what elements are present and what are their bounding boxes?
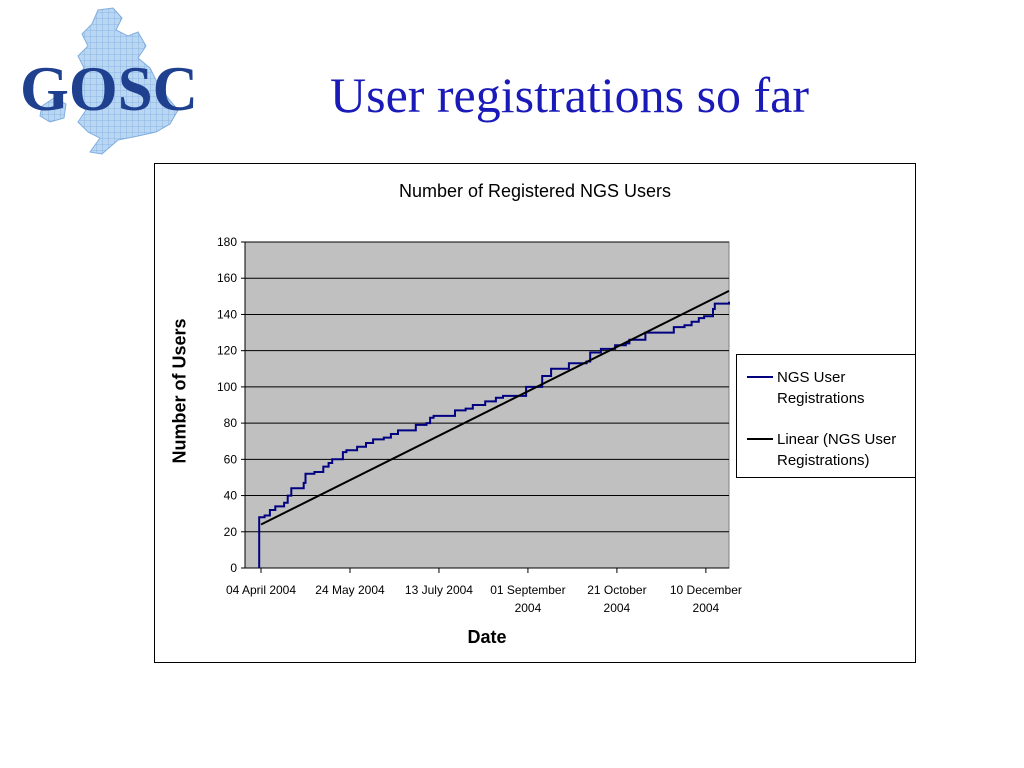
x-tick-label-3: 01 September	[490, 583, 565, 597]
y-tick-label-6: 120	[217, 344, 237, 358]
y-tick-label-4: 80	[224, 416, 238, 430]
x-tick-label-0: 04 April 2004	[226, 583, 296, 597]
legend-swatch-trend	[747, 438, 773, 440]
y-tick-label-0: 0	[230, 561, 237, 575]
chart-svg: 0 20 40 60 80 100 120 140 160 180 04 April 2004 24 …	[217, 235, 742, 615]
chart-legend: NGS User Registrations Linear (NGS User …	[736, 354, 916, 478]
y-tick-label-5: 100	[217, 380, 237, 394]
x-tick-label-4-line2: 2004	[604, 601, 631, 615]
plot-background	[244, 241, 730, 569]
logo-text: GOSC	[20, 53, 198, 124]
x-tick-label-5: 10 December	[670, 583, 742, 597]
y-axis-label: Number of Users	[169, 318, 190, 464]
chart-title: Number of Registered NGS Users	[398, 181, 672, 201]
y-tick-label-9: 180	[217, 235, 237, 249]
chart-area: 0 20 40 60 80 100 120 140 160 180 04 April 2004 24 …	[154, 163, 916, 663]
y-tick-label-1: 20	[224, 525, 238, 539]
series-line-linear-trend	[260, 290, 730, 526]
x-axis-label: Date	[467, 627, 507, 647]
legend-swatch-series	[747, 376, 773, 378]
great-britain-map-logo-icon: GOSC	[20, 7, 198, 155]
x-tick-label-4: 21 October	[587, 583, 646, 597]
y-tick-label-2: 40	[224, 489, 238, 503]
x-tick-label-3-line2: 2004	[515, 601, 542, 615]
y-tick-label-3: 60	[224, 452, 238, 466]
y-tick-label-8: 160	[217, 271, 237, 285]
gosc-logo: GOSC	[18, 6, 208, 156]
y-tick-label-7: 140	[217, 307, 237, 321]
slide-title: User registrations so far	[330, 67, 810, 123]
x-tick-label-2: 13 July 2004	[405, 583, 473, 597]
series-line-ngs-registrations	[258, 301, 730, 568]
legend-label-series: NGS User Registrations	[777, 369, 865, 407]
x-tick-label-5-line2: 2004	[693, 601, 720, 615]
legend-label-trend: Linear (NGS User Registrations)	[777, 431, 897, 469]
x-tick-label-1: 24 May 2004	[315, 583, 385, 597]
